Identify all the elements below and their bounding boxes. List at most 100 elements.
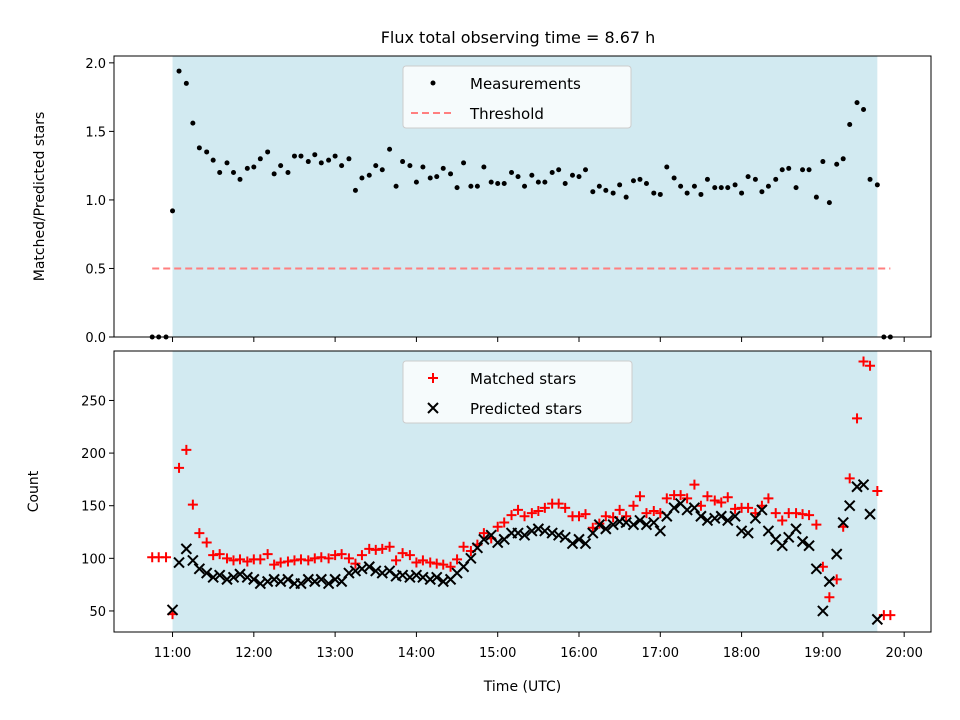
measurement-point (183, 80, 189, 86)
measurement-point (515, 174, 521, 180)
matched-point (539, 502, 550, 513)
legend-matched-marker (428, 373, 438, 383)
predicted-point (227, 571, 240, 583)
matched-point (411, 557, 422, 568)
matched-point (499, 517, 510, 528)
matched-point (438, 559, 449, 570)
count-panel: 50 100 150 200 250 11:00 12:00 13:00 14:00 15:00 1… (26, 350, 932, 695)
matched-point (641, 508, 652, 519)
measurement-point (400, 159, 406, 165)
x-tick-label: 14:00 (398, 646, 435, 661)
matched-point (214, 549, 225, 560)
matched-point (323, 553, 334, 564)
matched-point (458, 541, 469, 552)
measurement-point (556, 167, 562, 173)
matched-point (553, 498, 564, 509)
matched-point (221, 553, 232, 564)
matched-point (417, 555, 428, 566)
predicted-point (234, 568, 246, 580)
measurement-point (529, 172, 535, 178)
axes-frame (113, 350, 932, 633)
matched-point (865, 360, 876, 371)
matched-point (255, 554, 266, 565)
y-axis-label: Matched/Predicted stars (32, 112, 48, 282)
legend-label: Measurements (470, 75, 581, 93)
measurement-point (610, 190, 616, 196)
measurement-point (800, 167, 806, 173)
matched-point (682, 493, 693, 504)
measurement-point (509, 170, 515, 176)
measurement-point (481, 164, 487, 170)
measurement-point (196, 145, 202, 151)
matched-point (858, 356, 869, 367)
ratio-panel: 0.0 0.5 1.0 1.5 2.0 Matched/Predicted stars Me… (32, 55, 932, 346)
predicted-point (173, 556, 185, 569)
measurement-point (387, 146, 393, 152)
legend-box (402, 360, 633, 424)
matched-point (452, 554, 463, 565)
y-tick-label: 0.5 (85, 262, 106, 277)
predicted-point (871, 613, 884, 626)
measurement-point (170, 208, 176, 214)
matched-point (194, 528, 205, 539)
measurement-point (664, 164, 670, 170)
measurement-point (773, 176, 779, 182)
measurement-point (874, 182, 880, 188)
measurement-point (637, 176, 643, 182)
matched-point (269, 559, 280, 570)
predicted-point (593, 518, 606, 531)
measurement-point (867, 176, 873, 182)
measurement-point (488, 179, 494, 185)
matched-point (161, 552, 172, 563)
predicted-point (410, 569, 423, 581)
measurement-point (759, 189, 765, 195)
y-axis-label: Count (26, 470, 42, 512)
measurement-point (359, 175, 365, 181)
predicted-point (823, 575, 836, 588)
predicted-point (709, 512, 721, 525)
predicted-point (491, 536, 504, 549)
measurement-point (318, 160, 324, 166)
matched-point (811, 519, 822, 530)
predicted-point (796, 535, 809, 548)
y-tick-label: 1.0 (85, 194, 106, 209)
matched-point (648, 505, 659, 516)
matched-point (478, 528, 489, 539)
x-tick-label: 16:00 (560, 646, 597, 661)
predicted-point (640, 518, 653, 531)
legend-label: Matched stars (470, 370, 576, 388)
predicted-point (668, 502, 680, 514)
predicted-point (634, 514, 646, 527)
predicted-point (465, 552, 477, 565)
measurement-point (779, 167, 785, 173)
predicted-point (363, 561, 375, 573)
measurement-point (217, 170, 223, 176)
measurement-point (501, 180, 507, 186)
x-tick-label: 12:00 (235, 646, 272, 661)
predicted-point (376, 567, 388, 579)
matched-point (560, 502, 571, 513)
matched-point (275, 557, 286, 568)
measurement-point (271, 171, 277, 177)
predicted-point (526, 525, 538, 537)
measurement-point (298, 153, 304, 159)
measurement-point (204, 149, 210, 155)
measurement-point (231, 170, 237, 176)
predicted-point (756, 504, 768, 516)
predicted-point (830, 548, 843, 560)
matched-point (397, 548, 408, 559)
measurement-point (332, 153, 338, 159)
measurement-point (840, 156, 846, 162)
measurement-point (718, 185, 724, 191)
x-tick-label: 18:00 (723, 646, 760, 661)
measurement-point (603, 187, 609, 193)
measurement-point (643, 180, 649, 186)
matched-point (174, 462, 185, 473)
axes-frame (113, 55, 932, 338)
measurement-point (522, 183, 528, 189)
x-tick-label: 11:00 (154, 646, 191, 661)
measurement-point (393, 183, 399, 189)
measurement-point (745, 174, 751, 180)
matched-point (580, 509, 591, 520)
measurement-point (461, 160, 467, 166)
